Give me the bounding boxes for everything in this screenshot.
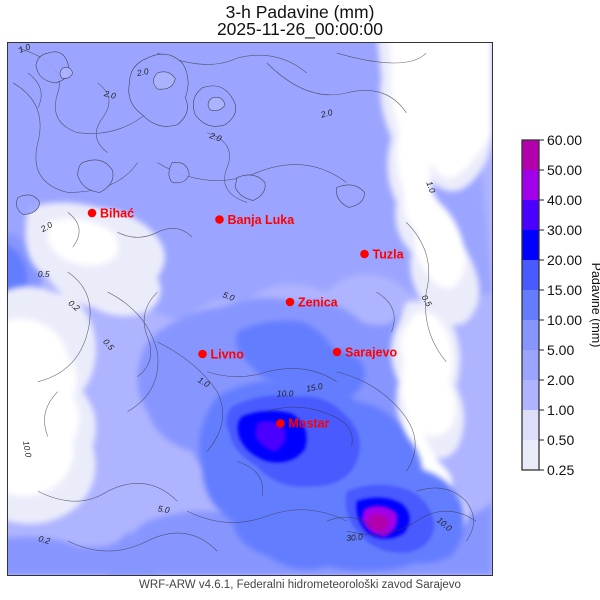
svg-text:15.00: 15.00 <box>547 282 582 298</box>
svg-text:1.00: 1.00 <box>547 402 574 418</box>
svg-text:0.5: 0.5 <box>38 269 50 279</box>
svg-text:5.00: 5.00 <box>547 342 574 358</box>
svg-text:50.00: 50.00 <box>547 162 582 178</box>
svg-text:60.00: 60.00 <box>547 132 582 148</box>
svg-text:10.00: 10.00 <box>547 312 582 328</box>
svg-text:40.00: 40.00 <box>547 192 582 208</box>
svg-text:5.0: 5.0 <box>157 503 171 515</box>
svg-text:2.00: 2.00 <box>547 372 574 388</box>
svg-text:Padavine (mm): Padavine (mm) <box>589 263 600 348</box>
svg-text:0.25: 0.25 <box>547 462 574 478</box>
svg-text:10.0: 10.0 <box>277 389 294 399</box>
svg-text:20.00: 20.00 <box>547 252 582 268</box>
svg-text:30.00: 30.00 <box>547 222 582 238</box>
svg-text:30.0: 30.0 <box>346 532 364 543</box>
svg-text:0.50: 0.50 <box>547 432 574 448</box>
